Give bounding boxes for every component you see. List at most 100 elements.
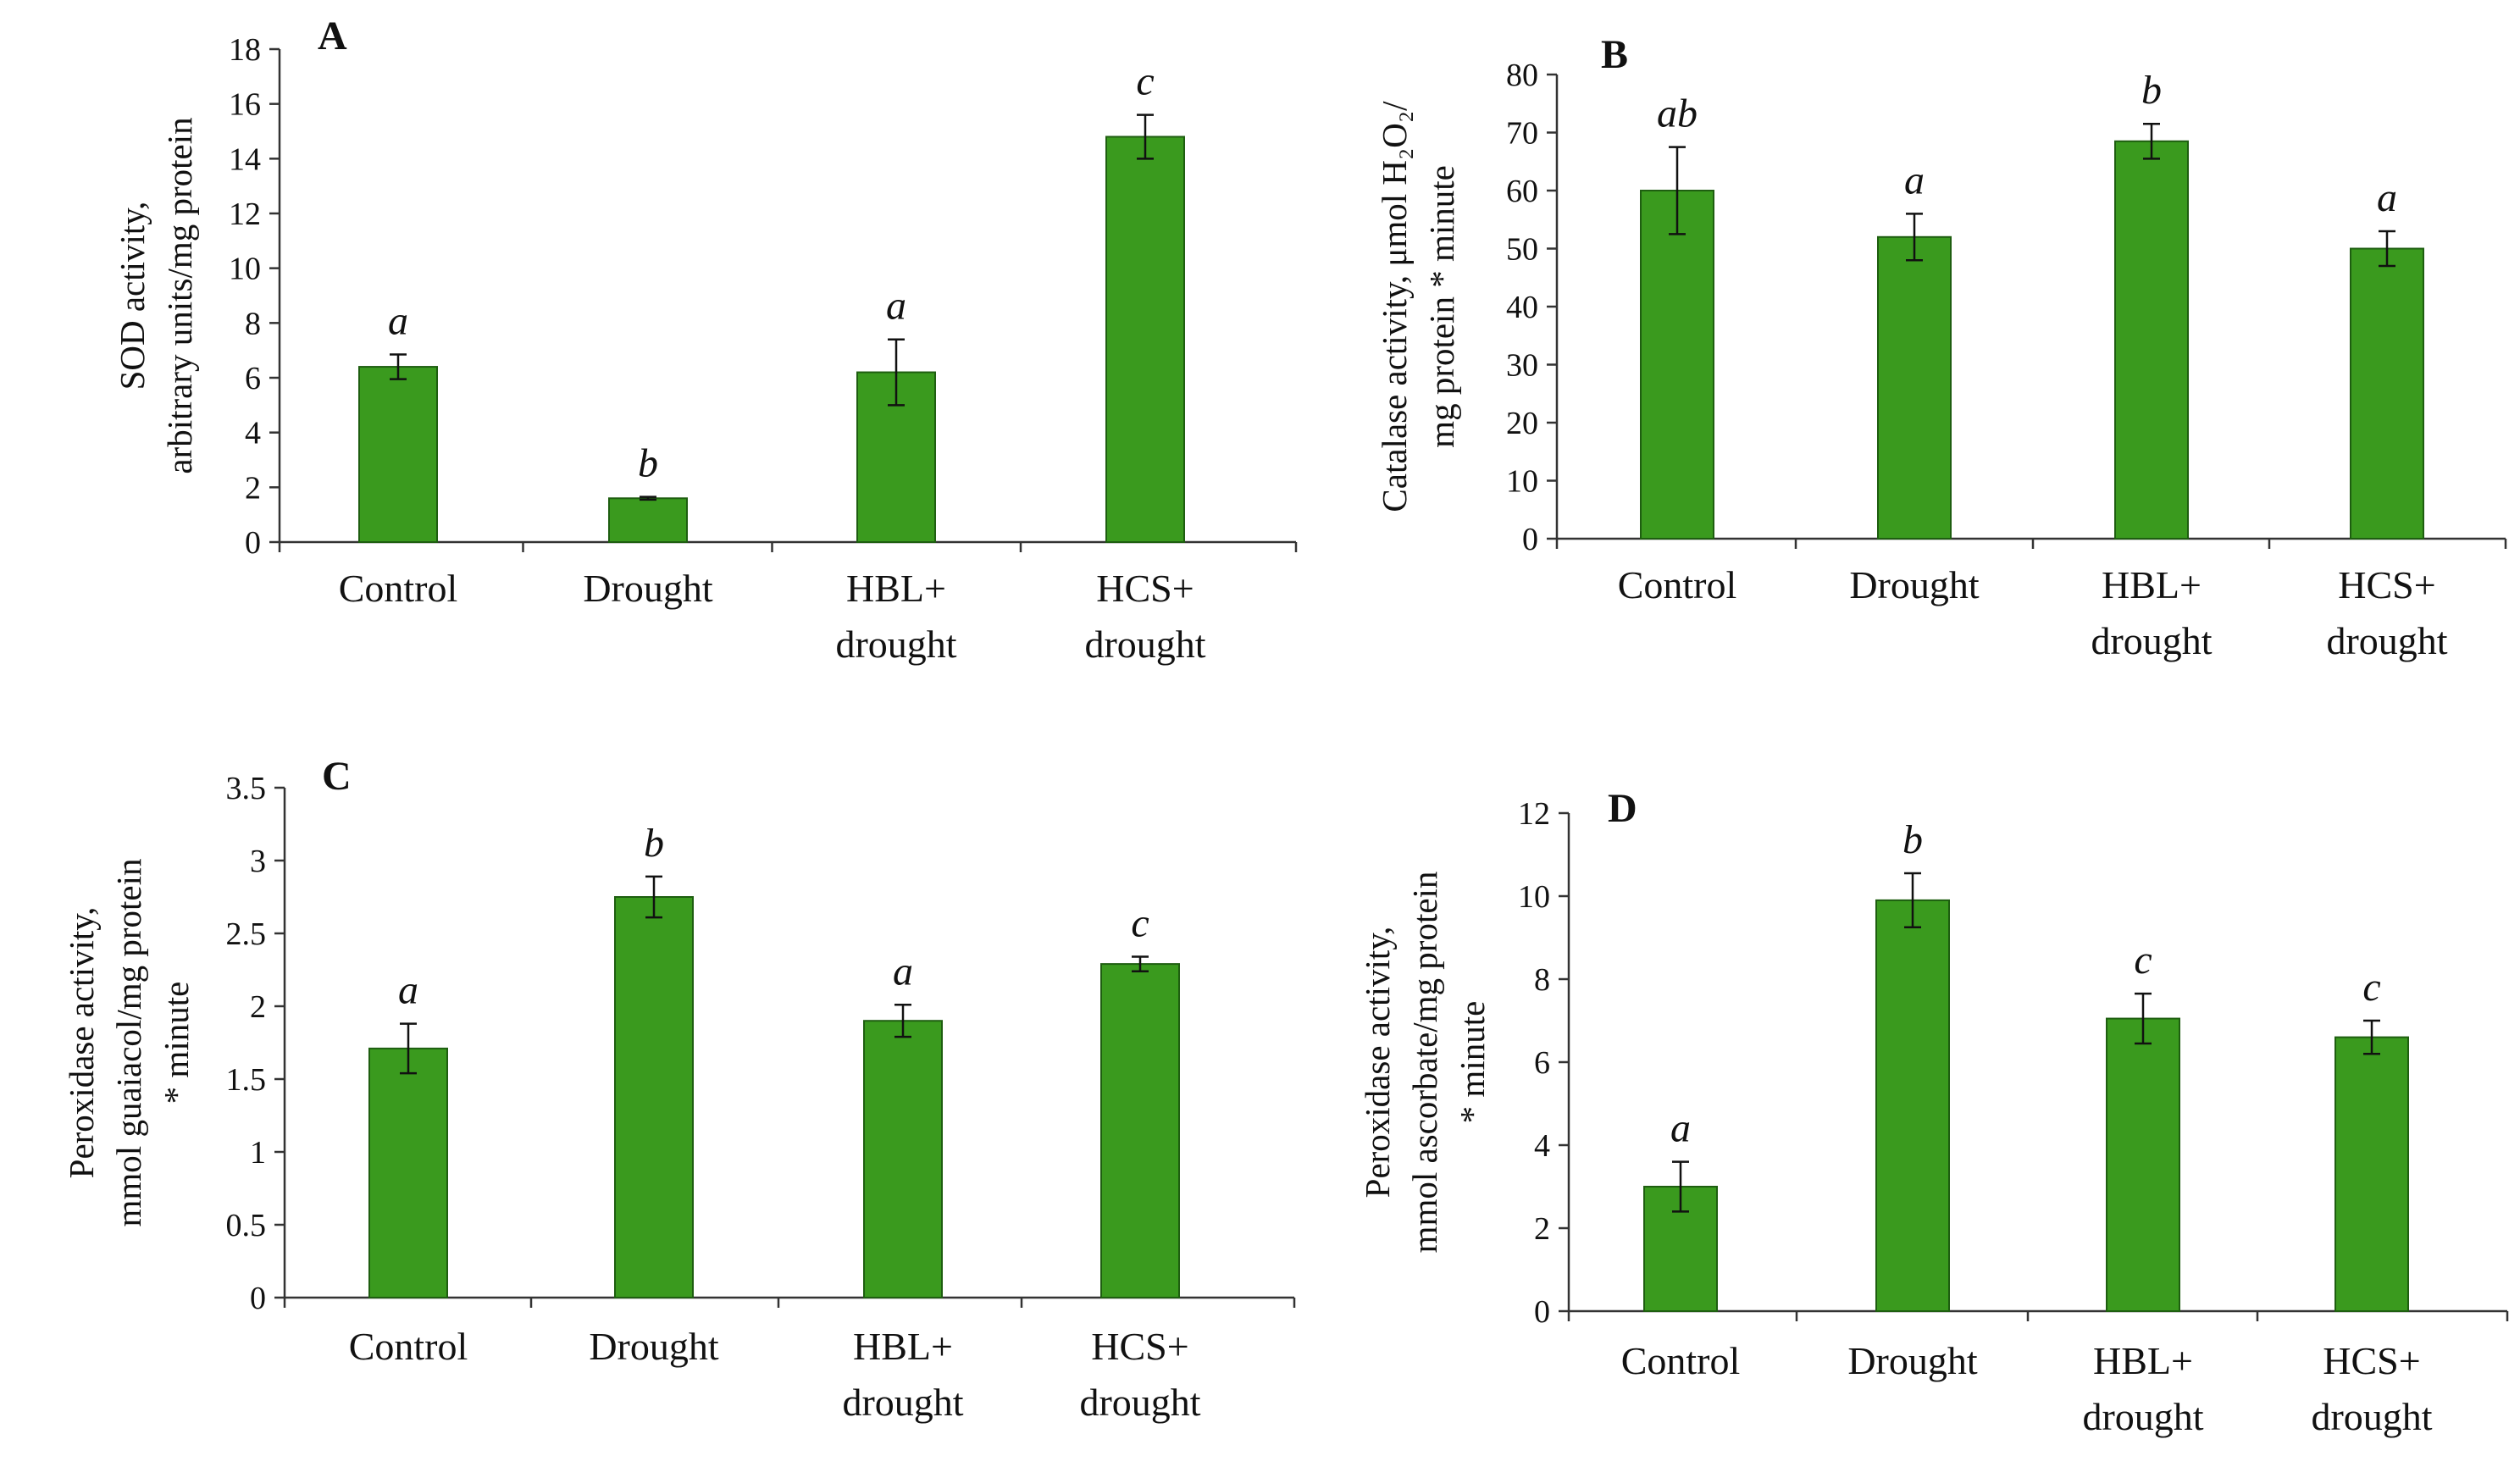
chart-d-category-label: drought: [2311, 1395, 2432, 1438]
chart-d-error-bar: [1672, 1160, 1689, 1213]
chart-a-significance-label: a: [388, 299, 408, 344]
chart-d-significance-label: a: [1670, 1106, 1691, 1151]
chart-a-category-label: drought: [1084, 623, 1205, 666]
chart-d-y-tick-label: 10: [1518, 879, 1550, 915]
chart-c-y-axis-title: mmol guaiacol/mg protein: [109, 859, 148, 1227]
chart-d-significance-label: c: [2134, 938, 2152, 983]
chart-d-y-axis-title: mmol ascorbate/mg protein: [1405, 872, 1444, 1254]
chart-b-category-label: drought: [2326, 619, 2447, 662]
chart-a-y-axis-title: SOD activity,: [113, 202, 152, 390]
chart-a-bar: [608, 497, 688, 543]
chart-c-y-tick-label: 3.5: [226, 771, 267, 806]
chart-b-error-bar: [2143, 122, 2160, 160]
chart-b-category-label: HBL+: [2102, 563, 2202, 606]
chart-b-bar: [1640, 190, 1714, 540]
chart-a-y-tick-label: 10: [229, 252, 261, 287]
chart-b-category-label: HCS+: [2338, 563, 2435, 606]
chart-a-y-tick-label: 6: [245, 361, 261, 396]
chart-c-panel-letter: C: [322, 754, 352, 799]
chart-b-significance-label: a: [1904, 158, 1925, 202]
chart-c-y-tick-label: 0: [250, 1281, 266, 1316]
chart-d-category-label: Control: [1621, 1339, 1741, 1382]
chart-b-y-axis-title: Catalase activity, μmol H₂O₂/: [1375, 101, 1414, 512]
chart-b-y-axis-title: mg protein * minute: [1422, 165, 1461, 448]
chart-a-category-label: HCS+: [1096, 567, 1194, 610]
chart-c-category-label: Drought: [589, 1325, 719, 1368]
chart-a-y-tick-label: 2: [245, 470, 261, 506]
chart-c-y-axis-title: * minute: [157, 982, 196, 1104]
chart-c-y-tick-label: 1: [250, 1135, 266, 1171]
chart-a-y-tick-label: 4: [245, 416, 261, 451]
chart-d-y-tick-label: 8: [1534, 962, 1550, 998]
chart-b-y-tick-label: 40: [1506, 290, 1538, 325]
chart-a-category-label: drought: [835, 623, 956, 666]
chart-a-significance-label: a: [886, 284, 906, 329]
chart-d-category-label: HCS+: [2323, 1339, 2420, 1382]
chart-d-category-label: Drought: [1847, 1339, 1978, 1382]
chart-d-category-label: drought: [2082, 1395, 2203, 1438]
chart-c-y-tick-label: 1.5: [226, 1062, 267, 1098]
chart-b-significance-label: b: [2141, 68, 2162, 113]
chart-d-y-tick-label: 0: [1534, 1294, 1550, 1330]
chart-d-y-axis-title: Peroxidase activity,: [1358, 927, 1397, 1199]
chart-a-significance-label: c: [1136, 59, 1154, 104]
chart-a-error-bar: [640, 495, 656, 501]
chart-d-y-tick-label: 4: [1534, 1128, 1550, 1164]
chart-a-bar: [1105, 136, 1185, 543]
chart-c-significance-label: a: [893, 949, 913, 994]
chart-a-error-bar: [390, 353, 407, 380]
chart-d-y-tick-label: 12: [1518, 796, 1550, 832]
chart-d-bar: [1875, 899, 1950, 1313]
chart-b-bar: [2350, 247, 2424, 540]
chart-a-bar: [358, 366, 438, 544]
chart-d-error-bar: [1904, 872, 1921, 928]
chart-b-y-tick-label: 20: [1506, 406, 1538, 441]
chart-d-significance-label: c: [2362, 965, 2380, 1010]
chart-d-bar: [2334, 1036, 2409, 1312]
chart-b-y-tick-label: 0: [1522, 522, 1538, 557]
chart-c-category-label: Control: [349, 1325, 468, 1368]
chart-d-panel: 0 2 4 6 8 10 12 a Control b Drought c HBL+ drought c HC…: [1358, 786, 2509, 1438]
chart-c-y-tick-label: 0.5: [226, 1208, 267, 1243]
chart-a-error-bar: [888, 338, 905, 407]
chart-c-category-label: HCS+: [1091, 1325, 1188, 1368]
chart-b-y-tick-label: 10: [1506, 464, 1538, 500]
chart-d-significance-label: b: [1902, 817, 1923, 862]
chart-c-category-label: drought: [1079, 1381, 1200, 1424]
chart-a-error-bar: [1137, 113, 1154, 160]
chart-a-category-label: Control: [339, 567, 458, 610]
chart-c-category-label: drought: [842, 1381, 963, 1424]
chart-c-significance-label: a: [398, 968, 418, 1013]
chart-c-error-bar: [400, 1022, 417, 1075]
chart-b-bar: [2114, 140, 2189, 540]
chart-a-y-tick-label: 12: [229, 197, 261, 232]
chart-b-significance-label: ab: [1657, 91, 1698, 136]
chart-b-y-tick-label: 50: [1506, 232, 1538, 268]
chart-c-error-bar: [1132, 955, 1149, 972]
chart-a-y-tick-label: 0: [245, 525, 261, 561]
chart-b-y-tick-label: 30: [1506, 348, 1538, 384]
chart-c-bar: [614, 896, 694, 1298]
chart-c-error-bar: [645, 875, 662, 919]
chart-d-y-axis-title: * minute: [1453, 1001, 1492, 1124]
chart-b-significance-label: a: [2377, 175, 2397, 220]
chart-a-y-tick-label: 16: [229, 87, 261, 123]
chart-b-category-label: Drought: [1849, 563, 1980, 606]
chart-d-y-tick-label: 2: [1534, 1211, 1550, 1247]
chart-d-category-label: HBL+: [2093, 1339, 2193, 1382]
chart-a-panel: 0 2 4 6 8 10 12 14 16 18 a Control b Drought a HBL+ drou…: [113, 14, 1298, 666]
chart-a-y-tick-label: 14: [229, 141, 261, 177]
chart-a-significance-label: b: [638, 441, 658, 486]
chart-a-y-tick-label: 18: [229, 32, 261, 68]
chart-b-y-tick-label: 80: [1506, 58, 1538, 93]
chart-d-y-tick-label: 6: [1534, 1045, 1550, 1081]
chart-c-bar: [368, 1047, 448, 1298]
chart-d-error-bar: [2363, 1019, 2380, 1055]
chart-b-error-bar: [2379, 230, 2395, 268]
chart-c-panel: 0 0.5 1 1.5 2 2.5 3 3.5 a Control b Drought a HBL+ dro…: [62, 754, 1296, 1424]
chart-a-category-label: HBL+: [846, 567, 946, 610]
chart-d-error-bar: [2135, 992, 2152, 1045]
chart-c-error-bar: [894, 1004, 911, 1038]
chart-a-y-axis-title: arbitrary units/mg protein: [160, 117, 199, 473]
